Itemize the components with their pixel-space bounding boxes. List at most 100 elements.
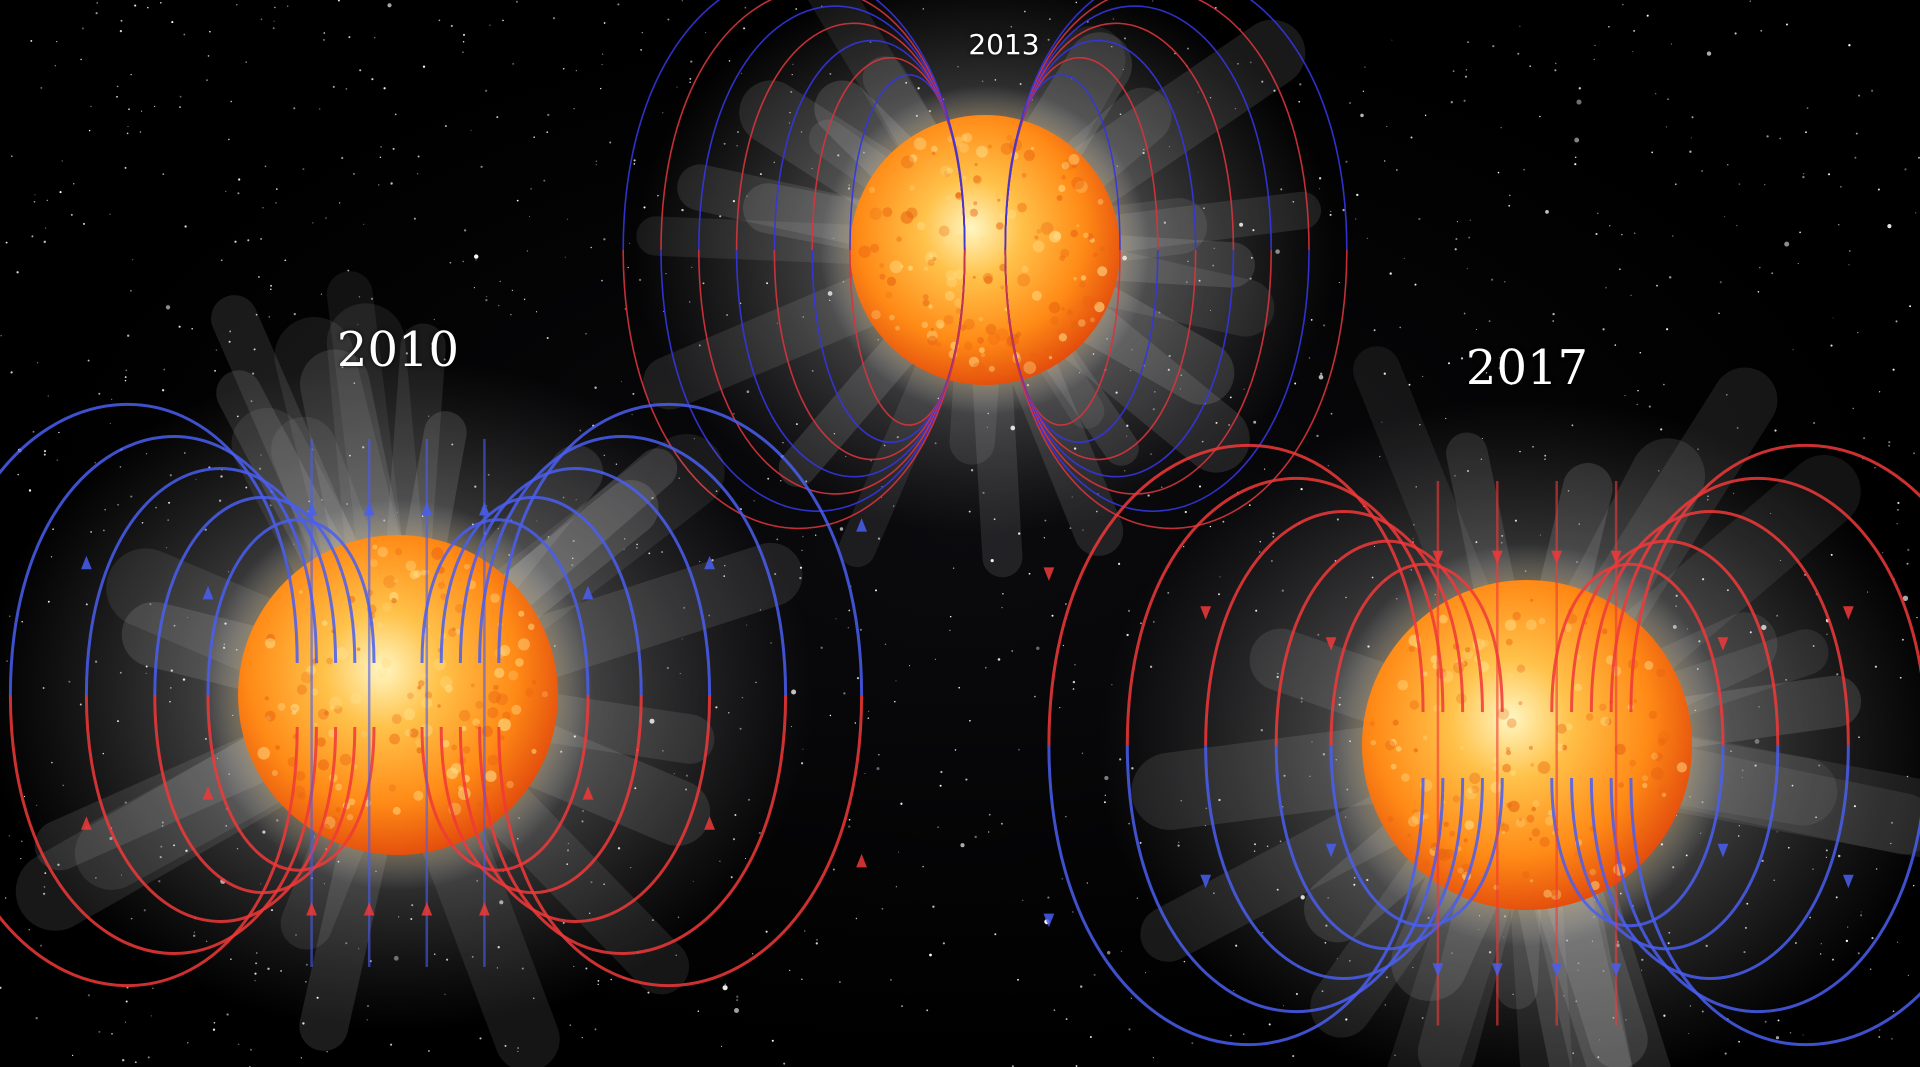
background-star <box>1574 163 1577 166</box>
background-star <box>1338 282 1340 284</box>
background-star <box>358 296 361 298</box>
surface-granule <box>378 622 384 629</box>
background-star <box>379 156 382 159</box>
background-star <box>71 1054 74 1057</box>
background-star <box>1802 173 1805 175</box>
background-star <box>751 953 754 955</box>
background-star <box>1802 175 1805 179</box>
background-star <box>35 1017 38 1020</box>
background-star <box>341 156 344 160</box>
background-star <box>275 188 278 190</box>
surface-granule <box>978 317 984 322</box>
background-star <box>922 865 924 868</box>
surface-granule <box>1007 209 1017 219</box>
background-star <box>449 261 452 264</box>
surface-granule <box>475 700 484 710</box>
surface-granule <box>1502 763 1511 773</box>
background-star <box>1545 210 1549 214</box>
background-star <box>932 905 935 908</box>
surface-granule <box>508 670 519 681</box>
surface-granule <box>452 627 456 631</box>
background-star <box>799 576 802 580</box>
background-star <box>1840 185 1842 188</box>
surface-granule <box>1043 347 1053 357</box>
surface-granule <box>1604 718 1612 725</box>
background-star <box>33 200 36 203</box>
background-star <box>1749 0 1751 2</box>
background-star <box>1879 1029 1881 1031</box>
magnetic-field-line <box>1204 744 1465 980</box>
background-star <box>617 3 620 6</box>
background-star <box>1467 41 1470 44</box>
surface-granule <box>917 221 926 231</box>
background-star <box>347 269 350 272</box>
background-star <box>722 985 728 991</box>
background-star <box>1691 116 1694 119</box>
surface-granule <box>485 770 497 782</box>
background-star <box>884 643 887 645</box>
surface-granule <box>1031 290 1042 301</box>
surface-granule <box>955 192 963 200</box>
background-star <box>641 32 643 34</box>
surface-granule <box>1056 329 1062 335</box>
surface-granule <box>1633 699 1638 703</box>
background-star <box>1648 405 1651 408</box>
background-star <box>187 1042 189 1044</box>
surface-granule <box>1589 868 1597 876</box>
magnetic-field-line <box>1274 744 1484 951</box>
surface-granule <box>1464 787 1477 800</box>
background-star <box>141 110 143 112</box>
magnetic-field-line <box>1589 510 1850 746</box>
background-star <box>1492 45 1495 48</box>
background-star <box>802 535 804 538</box>
surface-granule <box>277 702 286 711</box>
surface-granule <box>1518 817 1523 822</box>
background-star <box>405 352 409 355</box>
background-star <box>1632 51 1634 53</box>
background-star <box>300 1057 302 1059</box>
surface-granule <box>1465 647 1471 653</box>
surface-granule <box>944 291 955 301</box>
background-star <box>1892 1010 1895 1013</box>
background-star <box>667 18 670 21</box>
magnetic-field-line <box>153 694 357 895</box>
surface-granule <box>1648 710 1658 720</box>
background-star <box>58 431 60 434</box>
background-star <box>601 279 603 282</box>
surface-granule <box>293 785 306 798</box>
surface-granule <box>392 806 401 815</box>
surface-granule <box>1508 800 1520 813</box>
background-star <box>954 749 957 751</box>
background-star <box>1386 125 1388 128</box>
surface-granule <box>511 776 521 787</box>
surface-granule <box>1409 700 1420 710</box>
background-star <box>43 886 46 888</box>
surface-granule <box>1657 737 1666 746</box>
surface-granule <box>470 683 475 688</box>
surface-granule <box>974 162 978 167</box>
surface-granule <box>1530 762 1535 768</box>
magnetic-field-line <box>439 495 643 696</box>
surface-granule <box>499 645 511 656</box>
surface-granule <box>346 813 354 821</box>
background-star <box>721 1045 723 1047</box>
magnetic-field-line <box>1329 562 1504 746</box>
surface-granule <box>1437 848 1451 862</box>
surface-granule <box>361 730 368 738</box>
surface-granule <box>393 578 398 583</box>
background-star <box>517 1050 519 1052</box>
background-star <box>124 1021 127 1023</box>
background-star <box>1422 375 1424 377</box>
background-star <box>897 851 900 853</box>
surface-granule <box>922 294 929 300</box>
surface-granule <box>498 718 511 732</box>
background-star <box>228 138 230 141</box>
surface-granule <box>1438 614 1448 624</box>
surface-granule <box>1090 298 1099 306</box>
field-direction-arrow <box>202 585 214 600</box>
background-star <box>1757 291 1760 293</box>
background-star <box>98 392 101 395</box>
background-star <box>988 813 991 816</box>
background-star <box>969 719 971 722</box>
background-star <box>839 981 841 983</box>
